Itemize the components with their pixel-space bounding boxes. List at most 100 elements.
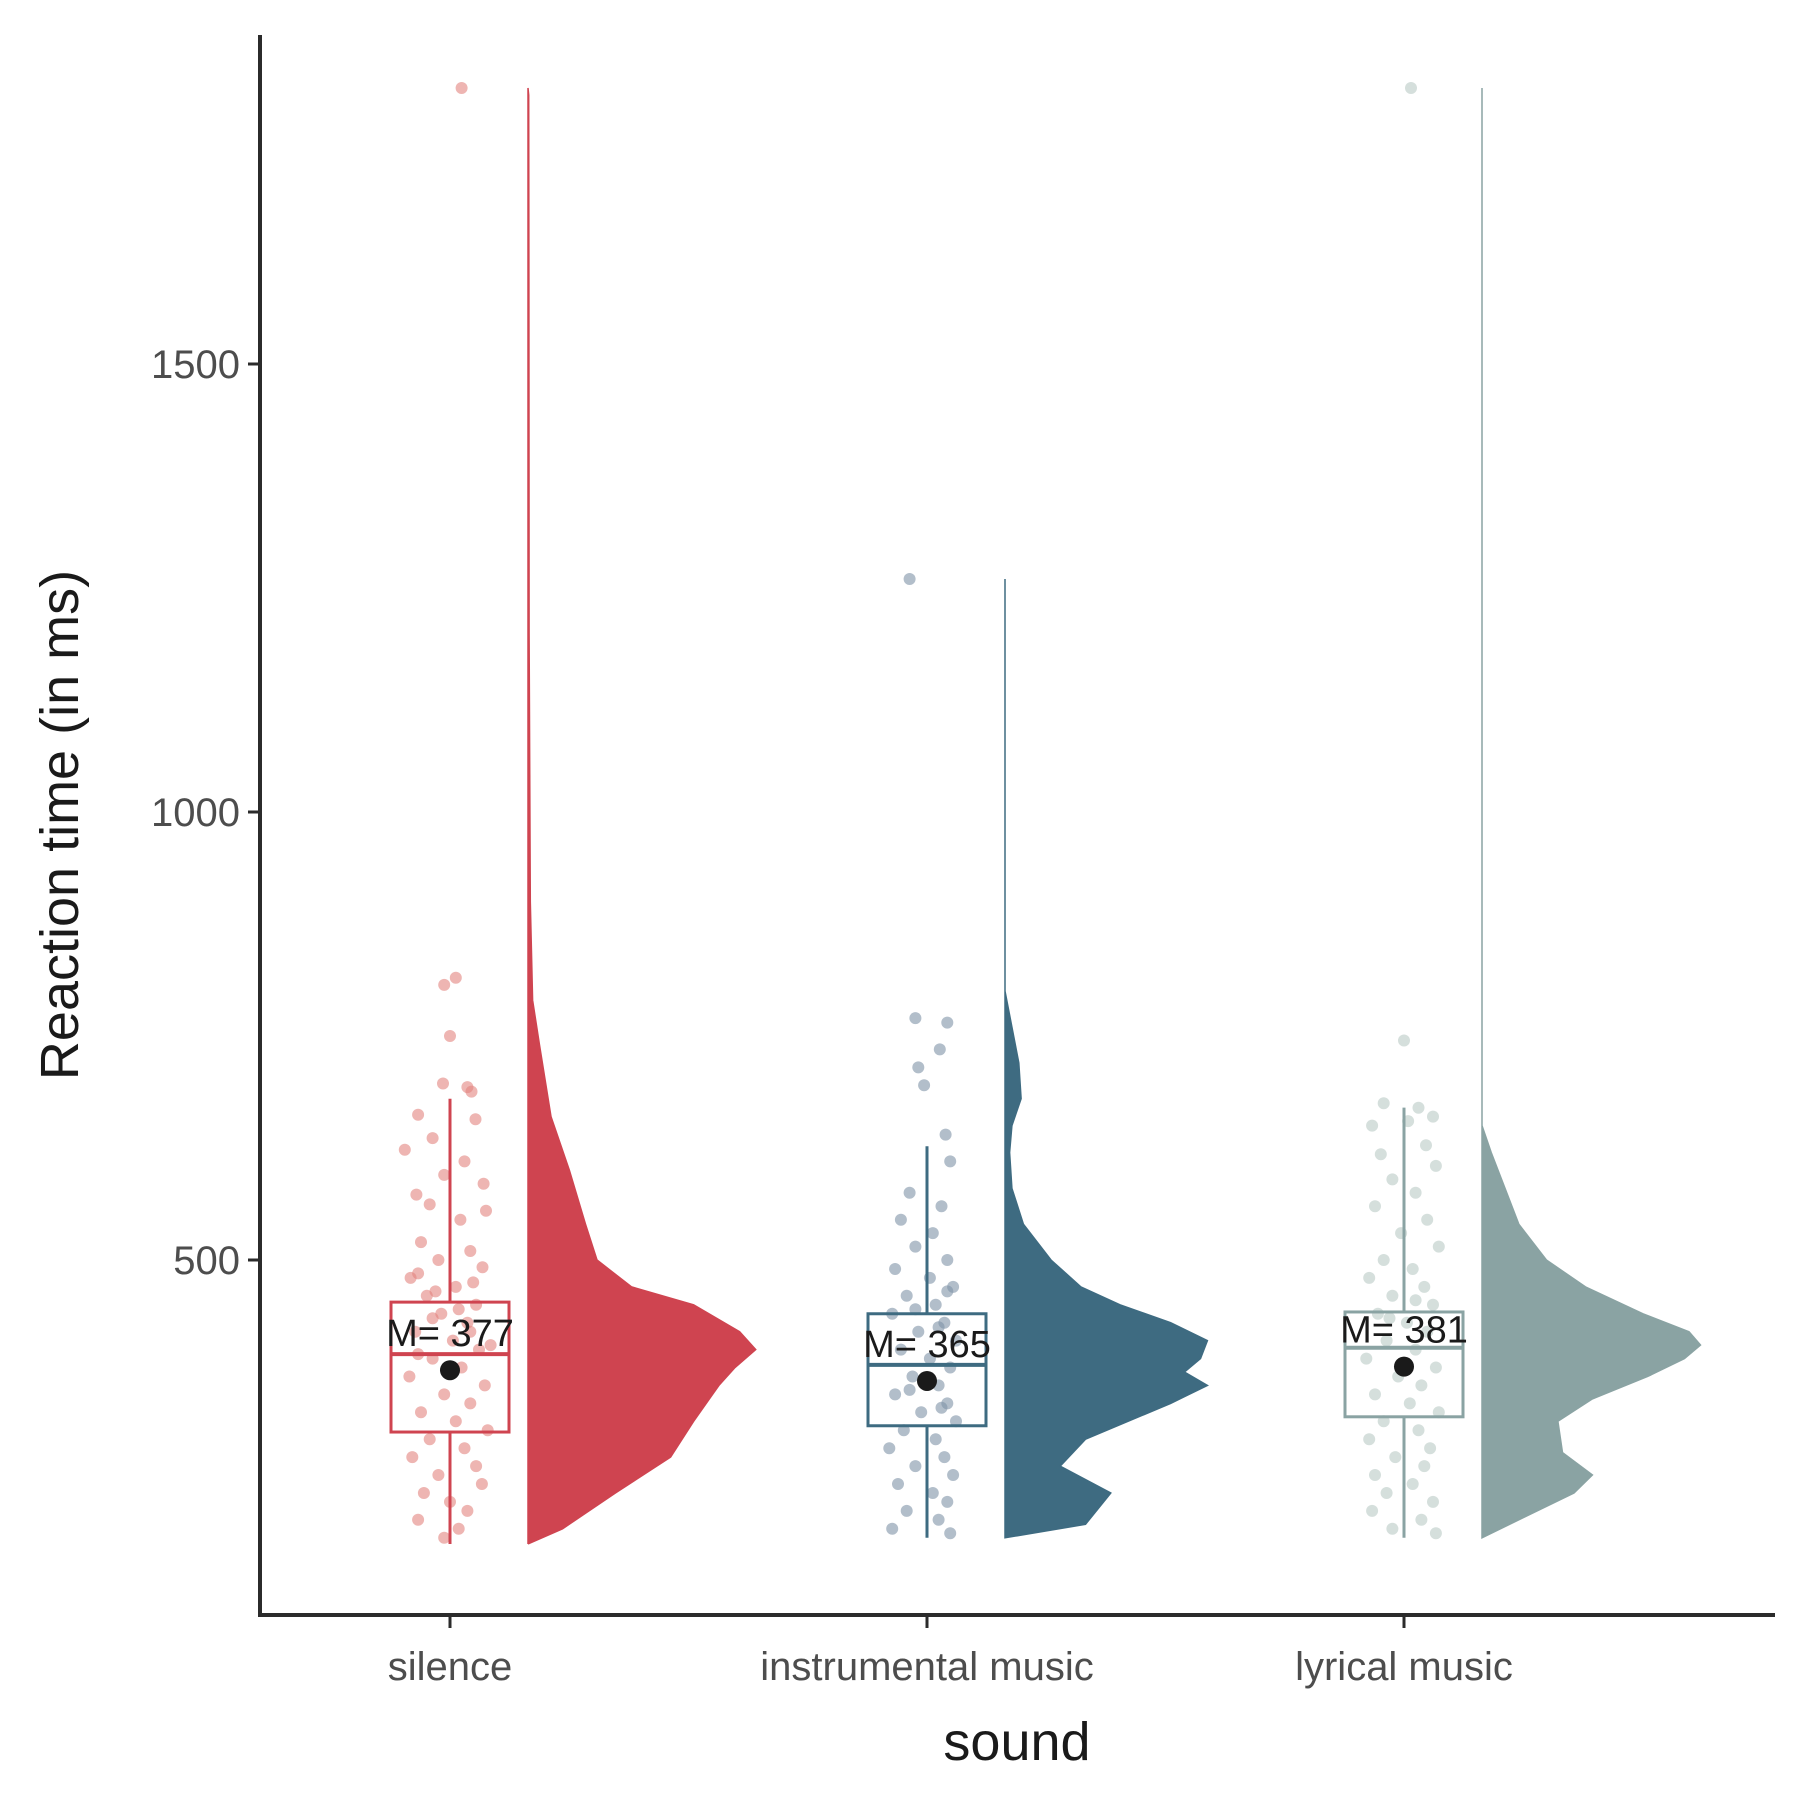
data-point: [1386, 1522, 1399, 1535]
data-point: [406, 1451, 419, 1464]
data-point: [1418, 1460, 1431, 1473]
data-point: [926, 1487, 939, 1499]
data-point: [903, 573, 916, 585]
y-tick-label: 500: [173, 1239, 240, 1283]
data-point: [470, 1460, 483, 1473]
plot-area: M= 377 M= 365 M= 381: [386, 82, 1702, 1545]
data-point: [909, 1460, 922, 1473]
data-point: [886, 1522, 899, 1535]
density-cloud: [527, 87, 757, 1545]
axes: 500 1000 1500 silence instrumental music lyri…: [151, 35, 1775, 1689]
data-point: [950, 1334, 962, 1347]
data-point: [464, 1325, 477, 1338]
data-point: [947, 1469, 960, 1481]
box: [389, 1300, 511, 1434]
data-point: [423, 1198, 436, 1211]
data-point: [1383, 1312, 1396, 1325]
data-point: [417, 1487, 430, 1499]
data-point: [412, 1267, 425, 1280]
data-point: [929, 1433, 942, 1446]
data-point: [941, 1495, 954, 1508]
data-point: [438, 1168, 451, 1181]
data-point: [1377, 1254, 1390, 1266]
data-point: [1421, 1325, 1434, 1338]
data-point: [892, 1478, 904, 1490]
data-point: [903, 1186, 916, 1199]
data-point: [461, 1316, 474, 1329]
data-point: [426, 1312, 439, 1325]
data-point: [469, 1113, 482, 1126]
data-point: [1380, 1487, 1393, 1499]
data-point: [464, 1397, 477, 1410]
data-point: [477, 1177, 490, 1190]
data-point: [1409, 1186, 1422, 1199]
data-point: [941, 1254, 954, 1266]
data-point: [1386, 1289, 1399, 1302]
data-point: [438, 1531, 451, 1544]
x-tick-label: instrumental music: [760, 1645, 1093, 1689]
data-point: [1406, 1478, 1419, 1490]
data-point: [1421, 1213, 1434, 1226]
x-tick-label: lyrical music: [1295, 1645, 1513, 1689]
data-point: [458, 1155, 471, 1168]
data-point: [449, 971, 462, 984]
data-point: [1377, 1097, 1390, 1110]
data-point: [900, 1504, 913, 1517]
data-point: [918, 1079, 931, 1092]
data-point: [412, 1108, 425, 1121]
data-point: [438, 978, 451, 991]
group-silence: M= 377: [386, 82, 757, 1545]
data-point: [458, 1442, 471, 1455]
data-point: [1403, 1397, 1416, 1410]
data-point: [1427, 1495, 1439, 1508]
density-cloud: [1004, 579, 1209, 1539]
data-point: [941, 1016, 954, 1029]
data-point: [454, 1213, 467, 1226]
y-tick-label: 1000: [151, 791, 240, 835]
data-point: [906, 1370, 919, 1383]
data-point: [938, 1451, 951, 1464]
data-point: [1412, 1424, 1425, 1437]
data-point: [467, 1276, 480, 1289]
data-point: [1418, 1280, 1431, 1293]
data-point: [484, 1339, 497, 1352]
data-point: [883, 1442, 896, 1455]
data-point: [1400, 1316, 1413, 1329]
data-point: [461, 1504, 474, 1517]
data-point: [415, 1406, 427, 1419]
group-lyrical-music: M= 381: [1340, 82, 1702, 1540]
data-point: [912, 1325, 925, 1338]
data-point: [939, 1128, 952, 1141]
data-point: [1389, 1451, 1402, 1464]
data-point: [452, 1303, 465, 1316]
data-point: [1432, 1240, 1445, 1253]
data-point: [944, 1155, 957, 1168]
data-point: [1398, 1034, 1410, 1047]
data-point: [1424, 1442, 1437, 1455]
data-point: [1377, 1415, 1390, 1428]
data-point: [909, 1012, 922, 1025]
data-point: [1420, 1139, 1432, 1152]
x-axis-title: sound: [943, 1712, 1090, 1772]
data-point: [1380, 1334, 1393, 1347]
data-point: [426, 1132, 439, 1145]
data-point: [1409, 1294, 1422, 1307]
data-point: [449, 1280, 462, 1293]
box: [866, 1312, 988, 1428]
data-point: [452, 1522, 465, 1535]
data-point: [1369, 1200, 1381, 1213]
x-tick-label: silence: [388, 1645, 513, 1689]
data-point: [480, 1204, 492, 1217]
data-point: [900, 1289, 913, 1302]
data-point: [889, 1388, 902, 1401]
mean-label: M= 381: [1340, 1310, 1468, 1352]
data-point: [894, 1213, 907, 1226]
data-point: [465, 1085, 478, 1098]
data-point: [932, 1513, 945, 1526]
data-point: [935, 1200, 948, 1213]
data-point: [403, 1370, 416, 1383]
data-point: [1363, 1433, 1376, 1446]
data-point: [935, 1401, 948, 1414]
data-point: [941, 1285, 954, 1298]
